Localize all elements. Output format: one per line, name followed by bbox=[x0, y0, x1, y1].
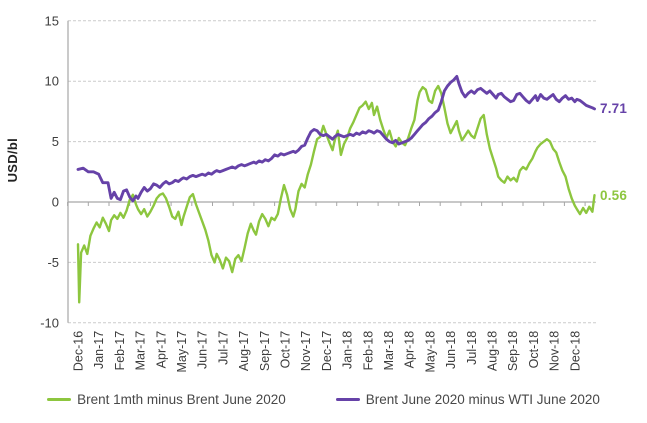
y-tick-label: 0 bbox=[52, 195, 59, 210]
x-tick-label: Feb-18 bbox=[361, 331, 375, 371]
y-tick-label: 15 bbox=[45, 13, 59, 28]
x-tick-label: Jul-18 bbox=[465, 331, 479, 365]
y-tick-label: 10 bbox=[45, 74, 59, 89]
x-tick-label: Dec-18 bbox=[568, 331, 582, 371]
x-tick-label: May-18 bbox=[423, 331, 437, 373]
y-axis-title: USD/bl bbox=[5, 138, 20, 183]
legend-swatch-purple-line bbox=[335, 397, 360, 402]
x-tick-label: Apr-18 bbox=[403, 331, 417, 369]
x-tick-label: Jul-17 bbox=[216, 331, 230, 365]
x-tick-label: Mar-18 bbox=[382, 331, 396, 371]
x-tick-label: Sep-17 bbox=[258, 331, 272, 371]
x-tick-label: Apr-17 bbox=[154, 331, 168, 369]
x-tick-label: May-17 bbox=[175, 331, 189, 373]
x-tick-label: Sep-18 bbox=[506, 331, 520, 371]
x-tick-label: Jan-17 bbox=[92, 331, 106, 369]
legend-swatch-green-line bbox=[47, 397, 72, 402]
y-tick-label: -10 bbox=[40, 315, 59, 330]
legend-item-brent-1mth: Brent 1mth minus Brent June 2020 bbox=[47, 392, 286, 407]
x-tick-label: Aug-18 bbox=[486, 331, 500, 371]
y-tick-label: 5 bbox=[52, 134, 59, 149]
x-tick-label: Oct-17 bbox=[279, 331, 293, 369]
x-tick-label: Oct-18 bbox=[527, 331, 541, 369]
series-end-value-green: 0.56 bbox=[600, 188, 628, 203]
x-tick-label: Mar-17 bbox=[134, 331, 148, 371]
legend-label-brent-wti: Brent June 2020 minus WTI June 2020 bbox=[365, 392, 600, 407]
x-tick-label: Nov-17 bbox=[299, 331, 313, 371]
x-tick-label: Jan-18 bbox=[341, 331, 355, 369]
x-tick-label: Nov-18 bbox=[548, 331, 562, 371]
x-tick-label: Aug-17 bbox=[237, 331, 251, 371]
x-tick-label: Dec-17 bbox=[320, 331, 334, 371]
series-line-brent-wti-spread bbox=[76, 74, 596, 203]
x-tick-label: Jun-17 bbox=[196, 331, 210, 369]
x-tick-label: Jun-18 bbox=[444, 331, 458, 369]
y-tick-label: -5 bbox=[47, 255, 59, 270]
legend: Brent 1mth minus Brent June 2020 Brent J… bbox=[0, 392, 647, 407]
series-line-brent-timespread bbox=[76, 84, 596, 304]
x-tick-label: Dec-16 bbox=[72, 331, 86, 371]
legend-item-brent-wti: Brent June 2020 minus WTI June 2020 bbox=[335, 392, 600, 407]
x-tick-label: Feb-17 bbox=[113, 331, 127, 371]
legend-label-brent-1mth: Brent 1mth minus Brent June 2020 bbox=[77, 392, 286, 407]
series-end-value-purple: 7.71 bbox=[600, 101, 628, 116]
